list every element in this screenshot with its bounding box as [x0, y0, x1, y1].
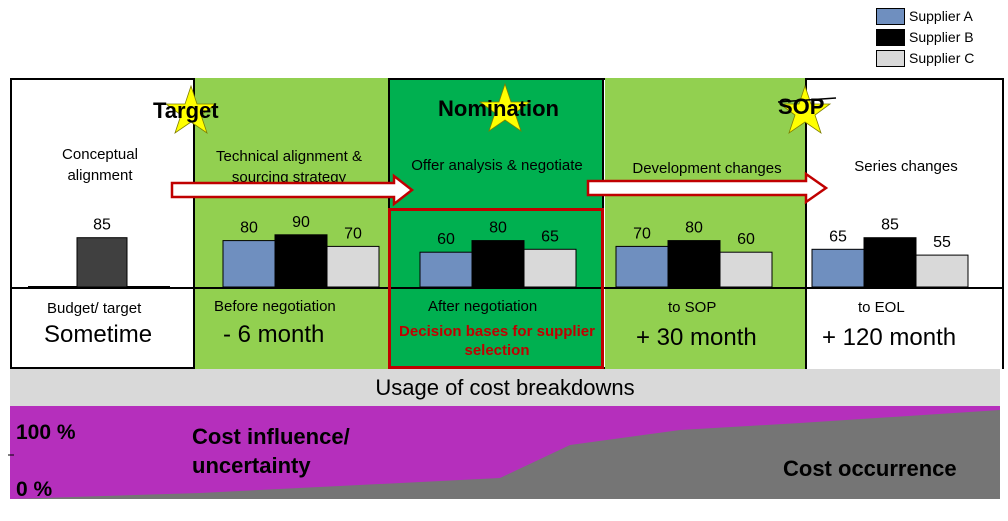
bar-supplier-b: [667, 240, 721, 288]
bar-value-label: 70: [344, 225, 362, 242]
phase-column-series: [806, 78, 1004, 369]
phase-subtitle: Series changes: [854, 158, 958, 175]
bar-supplier-a: [615, 245, 669, 288]
bar-value-label: 70: [633, 225, 651, 242]
phase-subtitle: Conceptual alignment: [62, 146, 138, 184]
usage-bar: Usage of cost breakdowns: [10, 369, 1000, 406]
phase-bottom-label: Budget/ target: [47, 300, 142, 317]
bar-value-label: 65: [829, 228, 847, 245]
bar-value-label: 80: [489, 220, 507, 237]
bar-value-label: 60: [737, 231, 755, 248]
phase-bottom-label: to EOL: [858, 299, 905, 316]
phase-column-sop: [605, 78, 806, 369]
legend-item-supplier-c: Supplier C: [876, 50, 1006, 67]
phase-bottom-label: Before negotiation: [214, 298, 336, 315]
bar-value-label: 90: [292, 214, 310, 231]
cost-occurrence-label: Cost occurrence: [783, 456, 957, 481]
bar-supplier-b: [863, 237, 917, 288]
phase-time-label: - 6 month: [223, 321, 325, 348]
phase-time-label: Sometime: [44, 321, 153, 348]
baseline-divider: [10, 287, 1004, 289]
legend-label: Supplier A: [909, 8, 973, 24]
phase-time-label: + 30 month: [636, 324, 757, 351]
column-divider: [193, 78, 195, 369]
bar-supplier-a: [811, 248, 865, 288]
bar-value-label: 80: [685, 220, 703, 237]
bar-supplier-a: [222, 240, 276, 288]
legend-swatch-b: [876, 29, 905, 46]
phase-title-sop: SOP: [778, 94, 825, 119]
legend-label: Supplier B: [909, 29, 974, 45]
phase-column-target: [194, 78, 390, 369]
column-divider: [805, 78, 807, 369]
budget-value-label: 85: [93, 217, 111, 234]
bar-value-label: 80: [240, 220, 258, 237]
cost-occurrence-area: [10, 410, 1000, 499]
bar-supplier-b: [274, 234, 328, 288]
phase-title-nomination: Nomination: [438, 96, 559, 121]
legend-swatch-a: [876, 8, 905, 25]
cost-influence-label: Cost influence/ uncertainty: [192, 424, 350, 478]
bar-value-label: 85: [881, 217, 899, 234]
decision-box: [388, 208, 604, 369]
bar-supplier-b: [471, 240, 525, 288]
phase-bottom-label: After negotiation: [428, 298, 538, 315]
phase-bottom-label: to SOP: [668, 299, 717, 316]
bar-value-label: 65: [541, 228, 559, 245]
bar-supplier-c: [915, 254, 969, 288]
phase-subtitle: Offer analysis & negotiate: [411, 157, 583, 174]
legend-item-supplier-a: Supplier A: [876, 8, 1006, 25]
bar-supplier-a: [419, 251, 473, 288]
decision-note: Decision bases for supplier selection: [399, 323, 595, 359]
bar-value-label: 55: [933, 234, 951, 251]
legend-swatch-c: [876, 50, 905, 67]
phase-time-label: + 120 month: [822, 324, 957, 351]
legend-item-supplier-b: Supplier B: [876, 29, 1006, 46]
bar-supplier-c: [326, 245, 380, 288]
bar-supplier-c: [719, 251, 773, 288]
bar-supplier-c: [523, 248, 577, 288]
legend-label: Supplier C: [909, 50, 975, 66]
influence-top-label: 100 %: [16, 421, 76, 444]
phase-title-target: Target: [153, 98, 219, 123]
influence-bottom-label: 0 %: [16, 478, 53, 501]
bar-value-label: 60: [437, 231, 455, 248]
budget-bar: [76, 237, 128, 288]
